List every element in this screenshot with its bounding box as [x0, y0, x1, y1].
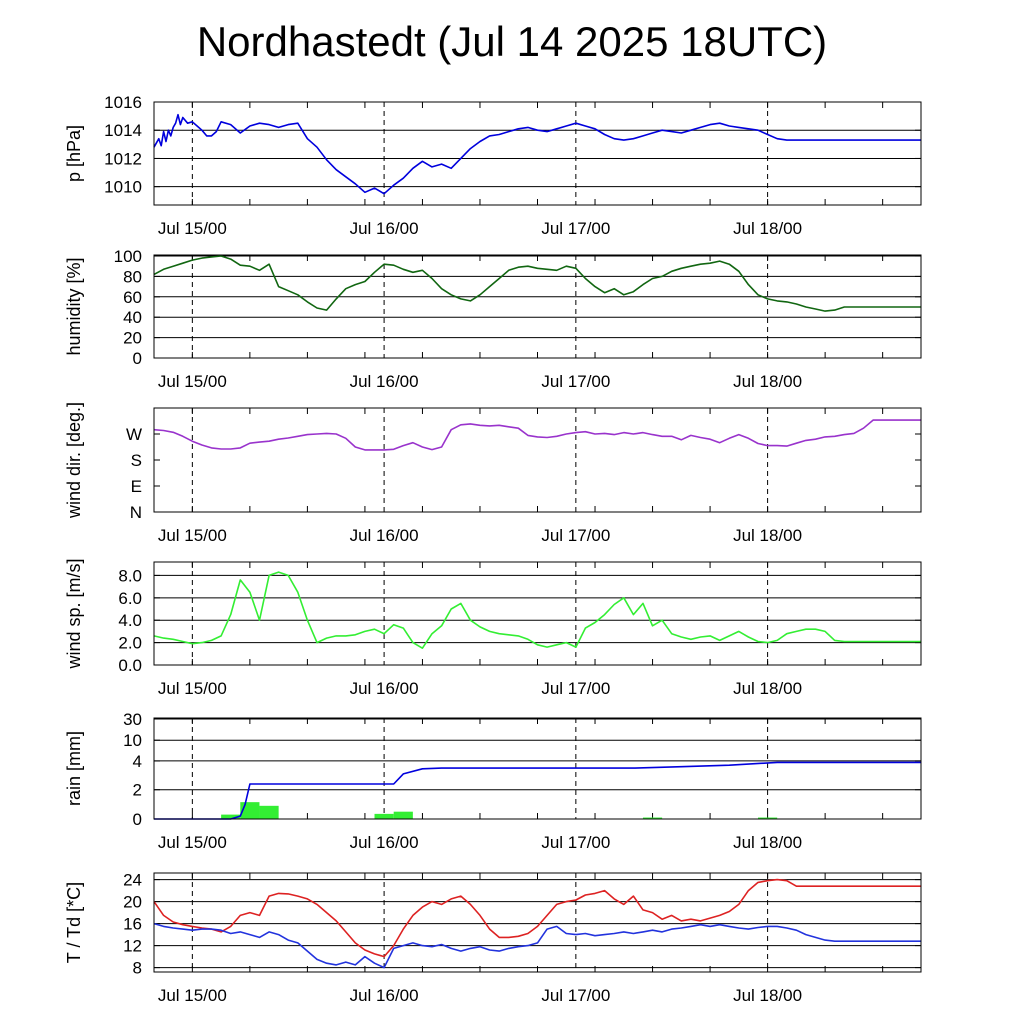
y-tick-label: N [130, 503, 142, 522]
panel-3: 0.0 2.0 4.0 6.0 8.0 wind sp. [m/s] Jul 15/00 Ju… [64, 558, 922, 698]
y-tick-label: 0 [133, 349, 142, 368]
series-line-0 [153, 419, 921, 451]
y-tick-label: 8 [133, 959, 142, 978]
y-tick-label: 100 [114, 247, 142, 266]
y-axis-label: T / Td [*C] [64, 882, 84, 963]
x-tick-label: Jul 17/00 [541, 986, 610, 1005]
rain-bar [259, 805, 279, 819]
y-tick-label: 16 [123, 915, 142, 934]
x-tick-label: Jul 18/00 [733, 679, 802, 698]
x-tick-label: Jul 18/00 [733, 372, 802, 391]
y-axis-label: wind dir. [deg.] [64, 402, 84, 519]
y-tick-label: W [126, 425, 142, 444]
y-tick-label: 1012 [104, 149, 142, 168]
x-tick-label: Jul 15/00 [158, 219, 227, 238]
y-tick-label: 60 [123, 288, 142, 307]
rain-bar [758, 817, 778, 819]
y-tick-label: S [131, 451, 142, 470]
series-line-t [153, 878, 921, 958]
y-tick-label: 24 [123, 871, 142, 890]
y-tick-label: 20 [123, 329, 142, 348]
rain-bar [374, 813, 394, 819]
series-line-0 [153, 113, 921, 195]
x-tick-label: Jul 17/00 [541, 219, 610, 238]
x-tick-label: Jul 18/00 [733, 219, 802, 238]
x-tick-label: Jul 18/00 [733, 986, 802, 1005]
y-tick-label: 20 [123, 893, 142, 912]
x-tick-label: Jul 16/00 [350, 986, 419, 1005]
x-tick-label: Jul 15/00 [158, 679, 227, 698]
x-tick-label: Jul 18/00 [733, 833, 802, 852]
y-tick-label: 4.0 [118, 611, 142, 630]
y-tick-label: 1014 [104, 121, 142, 140]
panel-4: 0 2 4 10 30 rain [mm] Jul 15/00 Jul 16/00 Jul 17… [64, 710, 922, 852]
panel-frame [153, 407, 922, 513]
y-tick-label: 4 [133, 752, 142, 771]
series-line-td [153, 922, 921, 969]
x-tick-label: Jul 15/00 [158, 372, 227, 391]
y-axis-label: rain [mm] [64, 731, 84, 806]
x-tick-label: Jul 16/00 [350, 372, 419, 391]
panel-0: 1010 1012 1014 1016 p [hPa] Jul 15/00 Jul 16/0… [64, 93, 922, 238]
series-line-0 [153, 255, 921, 312]
x-tick-label: Jul 15/00 [158, 526, 227, 545]
y-tick-label: 8.0 [118, 566, 142, 585]
y-axis-label: p [hPa] [64, 125, 84, 182]
x-tick-label: Jul 15/00 [158, 986, 227, 1005]
y-tick-label: 2.0 [118, 634, 142, 653]
y-tick-label: E [131, 477, 142, 496]
rain-bar [642, 817, 663, 819]
series-line-0 [154, 761, 921, 820]
y-axis-label: wind sp. [m/s] [64, 558, 84, 669]
y-tick-label: 0.0 [118, 656, 142, 675]
rain-bar [393, 811, 413, 819]
panel-frame [153, 561, 922, 666]
y-axis-label: humidity [%] [64, 257, 84, 355]
y-tick-label: 1010 [104, 178, 142, 197]
y-tick-label: 30 [123, 710, 142, 729]
y-tick-label: 12 [123, 937, 142, 956]
y-tick-label: 40 [123, 308, 142, 327]
x-tick-label: Jul 16/00 [350, 679, 419, 698]
panel-5: 8 12 16 20 24 T / Td [*C] Jul 15/00 Jul 16/00 Ju… [64, 871, 922, 1005]
y-tick-label: 2 [133, 781, 142, 800]
y-tick-label: 10 [123, 731, 142, 750]
x-tick-label: Jul 16/00 [350, 219, 419, 238]
rain-bar [221, 814, 241, 819]
x-tick-label: Jul 17/00 [541, 833, 610, 852]
panel-frame [153, 872, 922, 973]
chart-title: Nordhastedt (Jul 14 2025 18UTC) [196, 18, 828, 65]
y-tick-label: 1016 [104, 93, 142, 112]
x-tick-label: Jul 16/00 [350, 526, 419, 545]
series-line-0 [153, 571, 921, 650]
x-tick-label: Jul 17/00 [541, 526, 610, 545]
panel-frame [153, 254, 922, 359]
x-tick-label: Jul 15/00 [158, 833, 227, 852]
x-tick-label: Jul 16/00 [350, 833, 419, 852]
y-tick-label: 0 [133, 810, 142, 829]
x-tick-label: Jul 17/00 [541, 679, 610, 698]
y-tick-label: 80 [123, 267, 142, 286]
x-tick-label: Jul 18/00 [733, 526, 802, 545]
panel-frame [153, 101, 922, 206]
x-tick-label: Jul 17/00 [541, 372, 610, 391]
panel-frame [153, 717, 922, 820]
y-tick-label: 6.0 [118, 589, 142, 608]
